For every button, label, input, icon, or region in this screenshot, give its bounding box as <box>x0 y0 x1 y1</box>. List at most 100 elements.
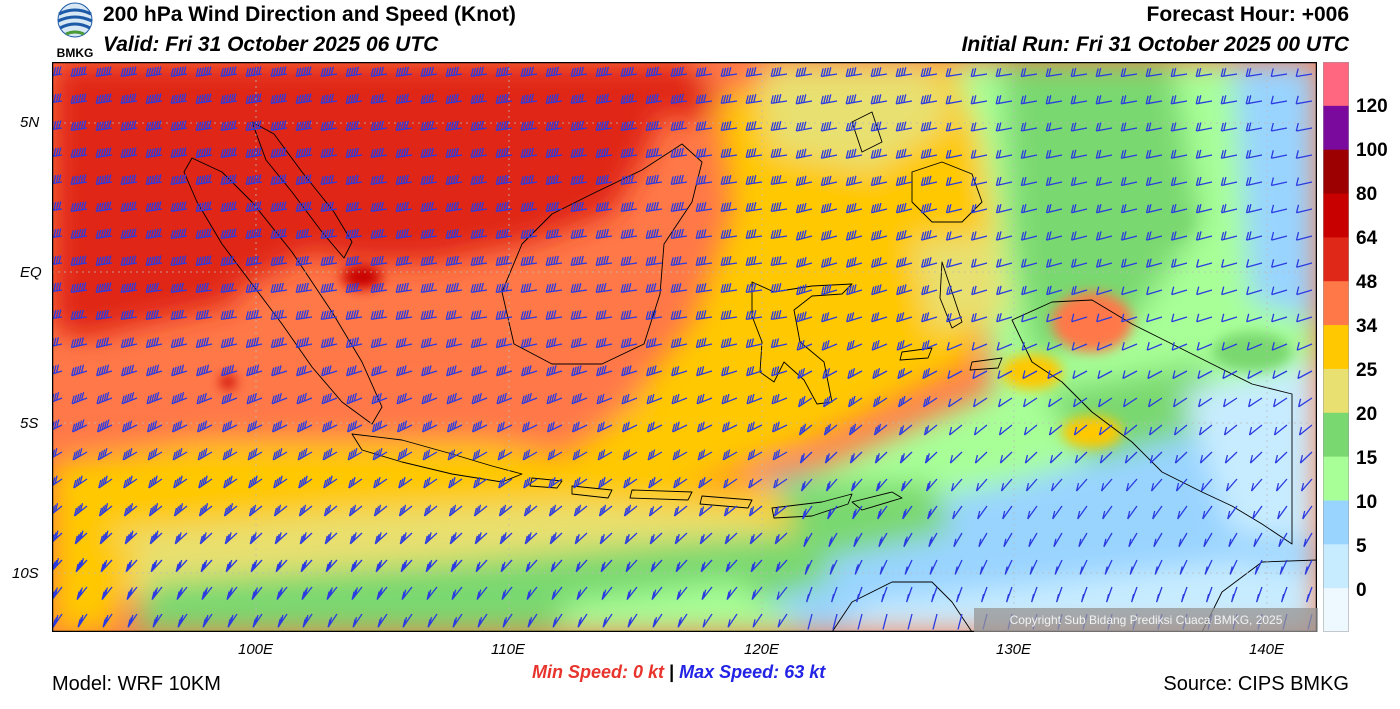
wind-barb <box>1224 451 1238 464</box>
wind-barb <box>770 94 788 105</box>
wind-barb <box>702 613 713 628</box>
wind-barb <box>120 228 138 240</box>
wind-barb <box>448 476 463 489</box>
wind-barb <box>570 174 588 186</box>
wind-barb <box>1171 313 1188 323</box>
wind-barb <box>830 586 838 603</box>
wind-barb <box>1245 149 1263 159</box>
wind-barb <box>820 121 838 132</box>
wind-barb <box>198 503 213 517</box>
wind-barb <box>921 284 938 296</box>
wind-barb <box>745 94 763 105</box>
wind-barb <box>1125 478 1138 492</box>
wind-barb <box>395 309 413 321</box>
wind-barb <box>1022 370 1038 380</box>
wind-barb <box>1248 424 1263 436</box>
wind-barb <box>451 586 463 601</box>
wind-barb <box>521 392 538 405</box>
legend-swatch <box>1323 588 1349 632</box>
wind-barb <box>95 255 113 267</box>
wind-barb <box>1280 586 1288 603</box>
wind-barb <box>845 67 863 78</box>
wind-barb <box>446 392 463 405</box>
wind-barb <box>1122 370 1138 380</box>
wind-barb <box>499 532 513 545</box>
wind-barb <box>696 421 713 433</box>
wind-barb <box>953 532 963 548</box>
wind-barb <box>670 120 688 132</box>
wind-barb <box>1278 532 1288 548</box>
wind-barb <box>601 586 613 601</box>
wind-barb <box>1070 149 1088 159</box>
wind-barb <box>1171 286 1188 296</box>
wind-barb <box>845 94 863 105</box>
wind-barb <box>220 66 238 78</box>
wind-barb <box>224 532 238 545</box>
wind-barb <box>620 66 638 78</box>
lat-label-5n: 5N <box>20 114 40 131</box>
wind-barb <box>320 147 338 159</box>
wind-barb <box>871 284 888 296</box>
wind-barb <box>770 202 788 213</box>
wind-barb <box>670 228 688 240</box>
wind-barb <box>520 174 538 186</box>
wind-barb <box>345 93 363 105</box>
wind-barb <box>571 365 588 377</box>
wind-barb <box>1095 122 1113 132</box>
wind-barb <box>195 120 213 132</box>
wind-barb <box>145 93 163 105</box>
wind-barb <box>1023 424 1038 436</box>
wind-barb <box>1170 67 1188 78</box>
wind-barb <box>302 613 313 628</box>
wind-barb <box>1020 95 1038 105</box>
wind-barb <box>176 586 188 601</box>
wind-barb <box>770 310 788 321</box>
wind-barb <box>745 175 763 186</box>
wind-barb <box>623 504 638 517</box>
wind-barb <box>227 613 238 628</box>
wind-barb <box>846 340 863 351</box>
wind-barb <box>1146 313 1163 323</box>
legend-swatch <box>1323 237 1349 282</box>
wind-barb <box>495 337 513 349</box>
wind-barb <box>323 504 338 517</box>
wind-barb <box>995 122 1013 132</box>
wind-barb <box>695 94 713 105</box>
wind-barb <box>895 229 913 241</box>
wind-barb <box>120 147 138 159</box>
wind-barb <box>671 421 688 433</box>
wind-barb <box>1246 342 1263 351</box>
wind-barb <box>672 449 688 461</box>
wind-barb <box>970 122 988 132</box>
wind-barb <box>1120 231 1138 241</box>
legend-swatch <box>1323 281 1349 326</box>
wind-barb <box>570 310 588 321</box>
wind-barb <box>426 586 438 601</box>
wind-barb <box>374 532 388 545</box>
wind-barb <box>670 256 688 267</box>
wind-barb <box>870 121 888 132</box>
wind-barb <box>770 338 788 349</box>
wind-barb <box>145 174 163 186</box>
wind-barb <box>696 393 713 405</box>
wind-barb <box>549 532 563 545</box>
wind-barb <box>596 365 613 377</box>
wind-barb <box>980 586 988 603</box>
wind-barb <box>1123 424 1138 436</box>
wind-barb <box>747 449 763 461</box>
wind-barb <box>595 120 613 132</box>
wind-barb <box>170 93 188 105</box>
wind-barb <box>1246 286 1263 296</box>
wind-barb <box>1070 204 1088 214</box>
wind-barb <box>1271 342 1288 351</box>
wind-barb <box>975 478 988 492</box>
wind-barb <box>270 174 288 186</box>
wind-barb <box>220 147 238 159</box>
wind-barb <box>775 559 788 573</box>
wind-barb <box>820 257 838 268</box>
wind-barb <box>970 231 988 241</box>
wind-barb <box>296 392 313 405</box>
wind-barb <box>676 586 688 601</box>
wind-barb <box>1246 313 1263 323</box>
wind-barb <box>746 366 763 377</box>
